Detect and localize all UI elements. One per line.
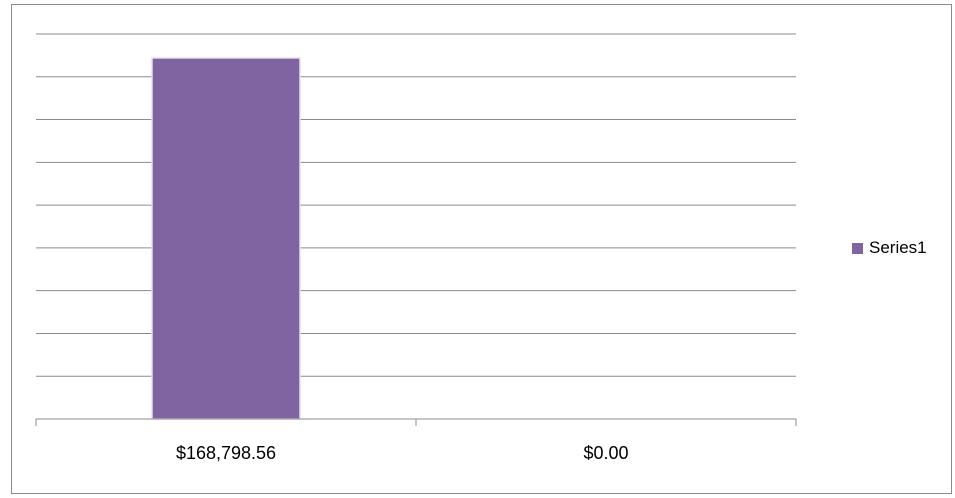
bar [151, 57, 301, 420]
x-axis: $168,798.56 $0.00 [35, 418, 797, 463]
legend-label: Series1 [869, 238, 927, 257]
gridlines [36, 33, 796, 377]
bars [151, 57, 301, 420]
x-tick-label: $168,798.56 [176, 443, 276, 463]
x-tick-label: $0.00 [583, 443, 628, 463]
legend: Series1 [852, 238, 927, 258]
legend-swatch [852, 242, 863, 254]
